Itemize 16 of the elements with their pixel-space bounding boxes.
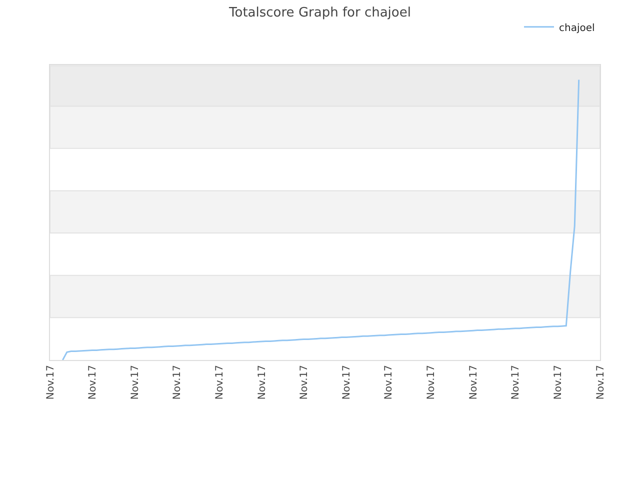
chart-title: Totalscore Graph for chajoel bbox=[228, 5, 411, 20]
x-tick-label: Nov.17 bbox=[45, 365, 56, 400]
x-tick-label: Nov.17 bbox=[88, 365, 99, 400]
legend-label: chajoel bbox=[559, 22, 595, 34]
x-tick-label: Nov.17 bbox=[341, 365, 352, 400]
x-tick-label: Nov.17 bbox=[214, 365, 226, 400]
x-tick-label: Nov.17 bbox=[595, 365, 606, 400]
x-tick-label: Nov.17 bbox=[552, 365, 564, 400]
x-tick-label: Nov.17 bbox=[299, 365, 310, 400]
x-tick-label: Nov.17 bbox=[172, 365, 184, 400]
x-tick-label: Nov.17 bbox=[510, 365, 522, 400]
x-tick-label: Nov.17 bbox=[130, 365, 141, 400]
x-tick-label: Nov.17 bbox=[426, 365, 438, 400]
x-tick-label: Nov.17 bbox=[256, 365, 268, 400]
x-tick-label: Nov.17 bbox=[468, 365, 480, 400]
x-tick-label: Nov.17 bbox=[384, 365, 395, 400]
